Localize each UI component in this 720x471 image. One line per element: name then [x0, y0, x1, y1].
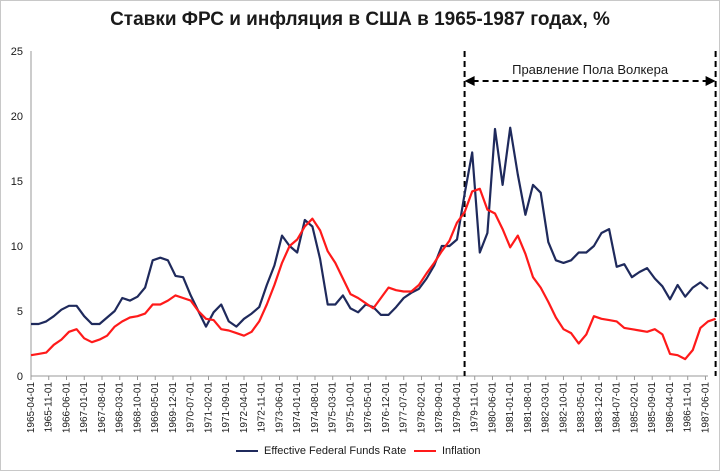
- x-tick-label: 1987-06-01: [700, 382, 711, 434]
- x-tick-label: 1980-06-01: [487, 382, 498, 434]
- legend-item-funds-rate: Effective Federal Funds Rate: [236, 445, 406, 457]
- x-tick-label: 1981-01-01: [505, 382, 516, 434]
- x-tick-label: 1978-09-01: [434, 382, 445, 434]
- x-tick-label: 1968-10-01: [132, 382, 143, 434]
- series-line-funds-rate: [31, 126, 709, 328]
- x-tick-label: 1969-05-01: [150, 382, 161, 434]
- arrow-head-left: [464, 76, 475, 86]
- x-tick-label: 1985-02-01: [629, 382, 640, 434]
- y-tick-label: 0: [17, 371, 23, 383]
- x-tick-label: 1972-04-01: [239, 382, 250, 434]
- x-tick-label: 1966-06-01: [61, 382, 72, 434]
- x-tick-label: 1977-07-01: [399, 382, 410, 434]
- x-tick-label: 1967-01-01: [79, 382, 90, 434]
- x-tick-label: 1981-08-01: [523, 382, 534, 434]
- x-tick-label: 1973-06-01: [274, 382, 285, 434]
- x-tick-label: 1976-05-01: [363, 382, 374, 434]
- x-tick-label: 1978-02-01: [416, 382, 427, 434]
- x-tick-label: 1971-02-01: [203, 382, 214, 434]
- y-tick-label: 25: [11, 46, 23, 58]
- x-tick-label: 1965-04-01: [26, 382, 37, 434]
- x-tick-label: 1965-11-01: [44, 382, 55, 433]
- x-tick-label: 1974-01-01: [292, 382, 303, 434]
- x-tick-label: 1979-04-01: [452, 382, 463, 434]
- y-tick-label: 20: [11, 111, 23, 123]
- x-tick-label: 1983-05-01: [576, 382, 587, 434]
- y-tick-label: 5: [17, 306, 23, 318]
- x-tick-label: 1979-11-01: [470, 382, 481, 433]
- x-tick-label: 1986-04-01: [665, 382, 676, 434]
- x-tick-label: 1976-12-01: [381, 382, 392, 434]
- x-tick-label: 1967-08-01: [97, 382, 108, 434]
- x-tick-label: 1971-09-01: [221, 382, 232, 434]
- x-tick-label: 1982-10-01: [558, 382, 569, 434]
- y-tick-label: 15: [11, 176, 23, 188]
- x-tick-label: 1974-08-01: [310, 382, 321, 434]
- x-tick-label: 1975-03-01: [328, 382, 339, 434]
- legend-label: Effective Federal Funds Rate: [264, 445, 407, 457]
- legend-swatch: [414, 450, 436, 452]
- x-tick-label: 1983-12-01: [594, 382, 605, 434]
- x-tick-label: 1975-10-01: [345, 382, 356, 434]
- chart-title: Ставки ФРС и инфляция в США в 1965-1987 …: [110, 9, 610, 30]
- x-tick-label: 1982-03-01: [541, 382, 552, 434]
- series-line-inflation: [30, 187, 716, 361]
- arrow-head-right: [705, 76, 716, 86]
- y-tick-label: 10: [11, 241, 23, 253]
- legend-swatch: [236, 450, 258, 452]
- x-tick-label: 1984-07-01: [612, 382, 623, 434]
- legend-label: Inflation: [442, 445, 481, 457]
- x-tick-label: 1970-07-01: [186, 382, 197, 434]
- x-tick-label: 1969-12-01: [168, 382, 179, 434]
- x-tick-label: 1986-11-01: [683, 382, 694, 433]
- x-tick-label: 1968-03-01: [115, 382, 126, 434]
- legend-item-inflation: Inflation: [414, 445, 481, 457]
- x-tick-label: 1985-09-01: [647, 382, 658, 434]
- x-tick-label: 1972-11-01: [257, 382, 268, 433]
- volcker-annotation-label: Правление Пола Волкера: [512, 62, 669, 77]
